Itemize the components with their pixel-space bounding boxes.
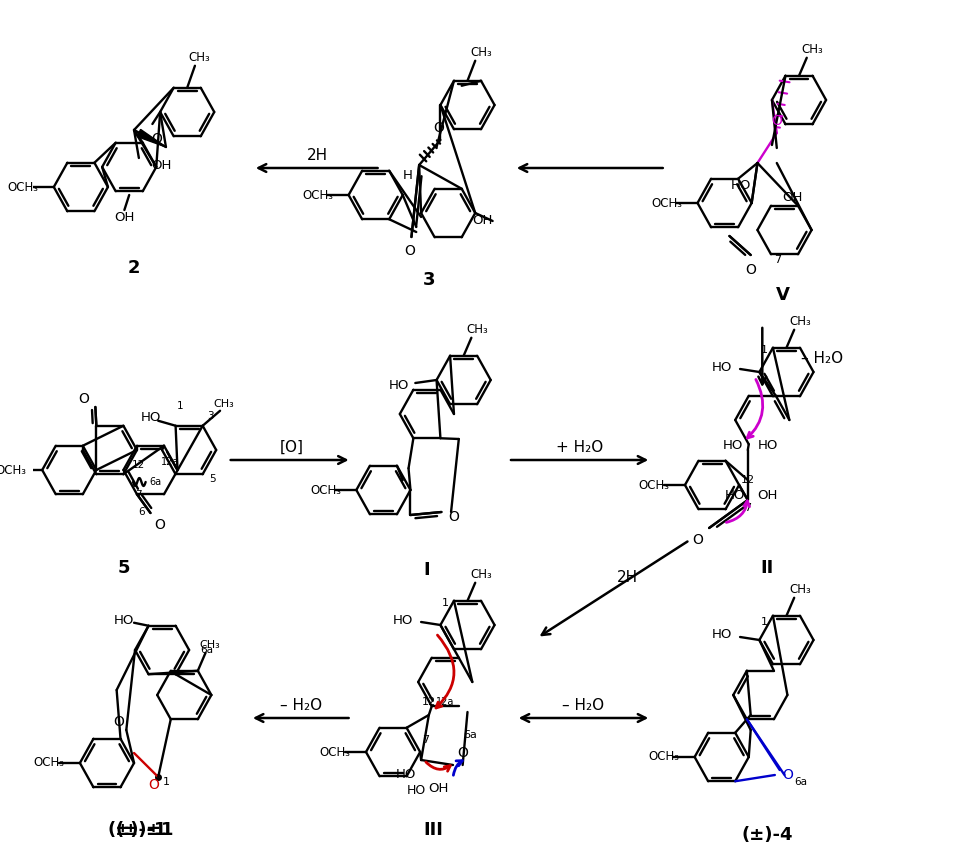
Text: [O]: [O] bbox=[279, 440, 304, 454]
Text: HO: HO bbox=[114, 614, 134, 627]
Text: 1: 1 bbox=[442, 598, 449, 608]
Text: 7: 7 bbox=[775, 255, 781, 265]
Text: OH: OH bbox=[782, 190, 803, 203]
Text: OCH₃: OCH₃ bbox=[33, 757, 64, 770]
Text: (±)-1: (±)-1 bbox=[115, 821, 166, 839]
Text: OCH₃: OCH₃ bbox=[8, 181, 38, 194]
Text: O: O bbox=[457, 746, 468, 760]
Text: OCH₃: OCH₃ bbox=[648, 751, 679, 764]
Text: – H₂O: – H₂O bbox=[280, 698, 322, 712]
Text: CH₃: CH₃ bbox=[789, 315, 811, 328]
Text: O: O bbox=[113, 715, 124, 729]
Text: 1: 1 bbox=[761, 617, 768, 627]
Text: CH₃: CH₃ bbox=[199, 640, 220, 650]
Text: 3: 3 bbox=[422, 271, 435, 289]
Text: HO: HO bbox=[723, 439, 743, 452]
Text: (±)-4: (±)-4 bbox=[741, 826, 793, 844]
Text: HO: HO bbox=[393, 614, 414, 626]
Text: HO: HO bbox=[141, 411, 162, 424]
Text: CH₃: CH₃ bbox=[789, 584, 811, 596]
Text: HO: HO bbox=[712, 628, 733, 642]
Text: 6: 6 bbox=[138, 507, 145, 518]
Text: 6a: 6a bbox=[463, 730, 478, 740]
Text: 7: 7 bbox=[744, 503, 751, 513]
Text: 2H: 2H bbox=[307, 147, 328, 163]
Text: HO: HO bbox=[731, 178, 751, 191]
Text: I: I bbox=[423, 561, 430, 579]
Text: 12: 12 bbox=[421, 697, 436, 707]
Text: V: V bbox=[775, 286, 789, 304]
Text: OCH₃: OCH₃ bbox=[638, 478, 669, 492]
Text: O: O bbox=[433, 121, 444, 135]
Text: 12: 12 bbox=[740, 475, 755, 485]
Text: 7: 7 bbox=[422, 735, 429, 745]
Text: O: O bbox=[404, 244, 414, 258]
Text: O: O bbox=[155, 518, 165, 532]
Text: 5: 5 bbox=[209, 474, 216, 484]
Text: 5: 5 bbox=[118, 559, 130, 577]
Text: OH: OH bbox=[114, 211, 134, 224]
Text: 12: 12 bbox=[132, 460, 146, 470]
Text: OCH₃: OCH₃ bbox=[303, 189, 333, 201]
Text: O: O bbox=[745, 263, 756, 277]
Text: OH: OH bbox=[428, 782, 449, 794]
Text: CH₃: CH₃ bbox=[213, 399, 234, 409]
Text: 6a: 6a bbox=[795, 777, 808, 787]
Text: (±)-±1: (±)-±1 bbox=[108, 821, 174, 839]
Text: O: O bbox=[79, 392, 90, 406]
Text: 6a: 6a bbox=[200, 645, 213, 655]
Text: 1: 1 bbox=[761, 345, 768, 355]
Text: OCH₃: OCH₃ bbox=[0, 464, 27, 476]
Text: – H₂O: – H₂O bbox=[801, 351, 843, 365]
Text: CH₃: CH₃ bbox=[470, 46, 492, 59]
Text: OH: OH bbox=[757, 488, 777, 501]
Text: O: O bbox=[449, 510, 459, 524]
Text: + H₂O: + H₂O bbox=[556, 440, 603, 454]
Text: H: H bbox=[403, 169, 413, 182]
Text: O: O bbox=[772, 114, 782, 128]
Text: CH₃: CH₃ bbox=[470, 568, 492, 581]
Text: HO: HO bbox=[407, 783, 426, 796]
Text: 1: 1 bbox=[177, 401, 184, 411]
Text: 12a: 12a bbox=[436, 697, 454, 707]
Polygon shape bbox=[137, 129, 166, 147]
Text: OCH₃: OCH₃ bbox=[651, 196, 682, 209]
Text: CH₃: CH₃ bbox=[802, 43, 823, 57]
Text: 3: 3 bbox=[207, 411, 214, 421]
Text: O: O bbox=[782, 768, 793, 782]
Text: OH: OH bbox=[151, 159, 171, 171]
Text: 6a: 6a bbox=[149, 477, 162, 487]
Text: 1: 1 bbox=[162, 777, 169, 787]
Text: HO: HO bbox=[712, 361, 733, 374]
Text: 7: 7 bbox=[135, 490, 142, 500]
Text: O: O bbox=[151, 132, 162, 146]
Text: 12a: 12a bbox=[161, 457, 179, 467]
Text: 2: 2 bbox=[127, 259, 140, 277]
Text: OCH₃: OCH₃ bbox=[319, 746, 350, 758]
Text: HO: HO bbox=[389, 379, 410, 392]
Text: III: III bbox=[423, 821, 444, 839]
Text: CH₃: CH₃ bbox=[466, 323, 488, 336]
Text: 2H: 2H bbox=[617, 571, 637, 585]
Text: HO: HO bbox=[757, 439, 777, 452]
Text: OCH₃: OCH₃ bbox=[310, 483, 341, 496]
Text: O: O bbox=[692, 533, 703, 547]
Text: HO: HO bbox=[396, 769, 416, 782]
Text: OH: OH bbox=[472, 213, 492, 226]
Text: CH₃: CH₃ bbox=[188, 51, 209, 64]
Text: O: O bbox=[148, 778, 159, 792]
Text: HO: HO bbox=[725, 488, 745, 501]
Text: – H₂O: – H₂O bbox=[562, 698, 604, 712]
Text: II: II bbox=[761, 559, 774, 577]
